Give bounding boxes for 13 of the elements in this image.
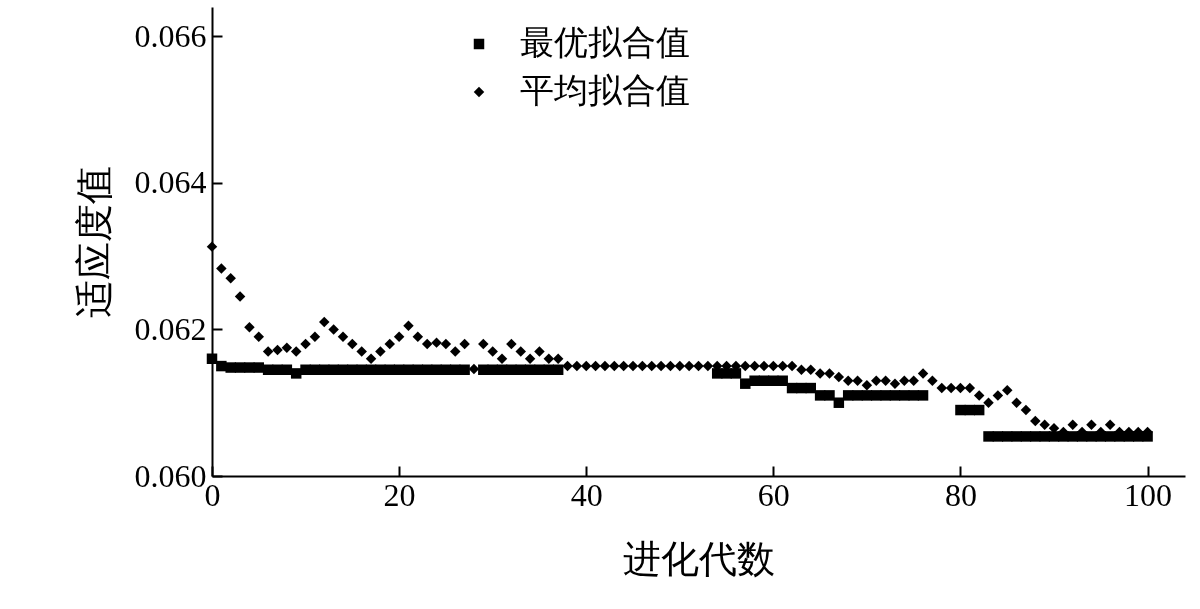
x-tick-label: 60 (757, 476, 790, 513)
x-tick-label: 20 (383, 476, 416, 513)
x-tick-label: 80 (944, 476, 977, 513)
y-tick-label: 0.064 (134, 164, 207, 201)
x-axis-title: 进化代数 (623, 537, 775, 580)
x-tick-label: 40 (570, 476, 603, 513)
x-tick-label: 100 (1124, 476, 1173, 513)
legend-label: 平均拟合值 (520, 72, 690, 109)
y-tick-label: 0.060 (134, 457, 207, 494)
y-tick-label: 0.062 (134, 310, 207, 347)
legend-label: 最优拟合值 (520, 24, 690, 61)
y-tick-label: 0.066 (134, 17, 207, 54)
y-axis-title: 适应度值 (72, 166, 115, 318)
